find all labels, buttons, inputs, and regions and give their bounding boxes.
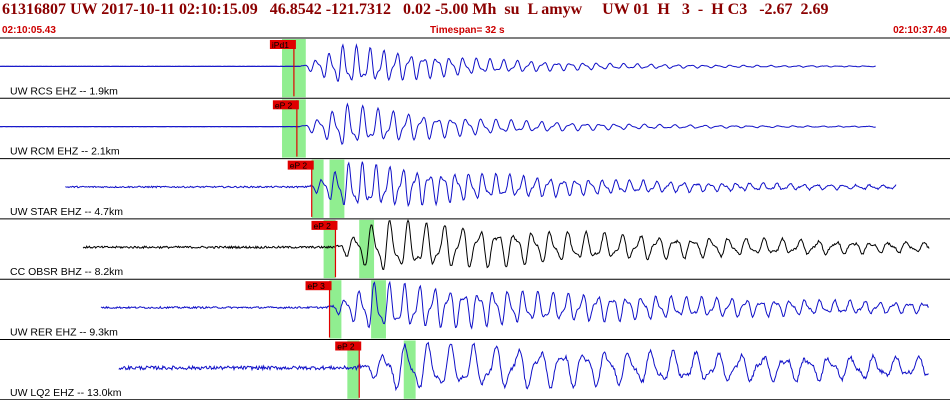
phase-pick-label: iPd1 xyxy=(272,40,289,50)
waveform xyxy=(0,102,876,146)
waveform xyxy=(0,43,876,82)
timespan-label: Timespan= 32 s xyxy=(430,25,505,36)
trace-panel[interactable]: eP 2 UW RCM EHZ -- 2.1km xyxy=(0,99,950,160)
analysis-window xyxy=(311,159,324,218)
trace-label: UW RER EHZ -- 9.3km xyxy=(10,327,118,339)
analysis-window xyxy=(371,280,386,339)
analysis-window xyxy=(329,159,345,218)
phase-pick-label: eP 2 xyxy=(290,161,308,171)
waveform xyxy=(82,218,930,270)
trace-label: UW RCS EHZ -- 1.9km xyxy=(10,85,118,97)
trace-label: UW STAR EHZ -- 4.7km xyxy=(10,206,123,218)
analysis-window xyxy=(329,280,342,339)
start-time: 02:10:05.43 xyxy=(2,25,56,36)
analysis-window xyxy=(347,340,360,399)
analysis-window xyxy=(323,219,336,279)
trace-panel[interactable]: eP 2 CC OBSR BHZ -- 8.2km xyxy=(0,218,950,280)
trace-panel[interactable]: eP 3 UW RER EHZ -- 9.3km xyxy=(0,280,950,340)
phase-pick-tag[interactable] xyxy=(335,341,362,351)
analysis-window xyxy=(359,219,375,279)
trace-panel[interactable]: iPd1 UW RCS EHZ -- 1.9km xyxy=(0,39,950,99)
phase-pick-label: eP 2 xyxy=(337,342,355,352)
waveform xyxy=(118,341,929,392)
event-info: 61316807 UW 2017-10-11 02:10:15.09 46.85… xyxy=(2,1,829,18)
phase-pick-tag[interactable] xyxy=(311,220,338,230)
phase-pick-tag[interactable] xyxy=(269,40,296,49)
trace-panel[interactable]: eP 2 UW LQ2 EHZ -- 13.0km xyxy=(0,340,950,400)
trace-label: CC OBSR BHZ -- 8.2km xyxy=(10,266,123,278)
phase-pick-tag[interactable] xyxy=(305,281,332,291)
end-time: 02:10:37.49 xyxy=(893,25,947,36)
phase-pick-label: eP 2 xyxy=(275,100,293,110)
phase-pick-tag[interactable] xyxy=(287,160,314,170)
trace-label: UW RCM EHZ -- 2.1km xyxy=(10,146,120,158)
analysis-window xyxy=(403,340,416,399)
analysis-window xyxy=(282,99,306,158)
trace-panel[interactable]: eP 2 UW STAR EHZ -- 4.7km xyxy=(0,159,950,220)
event-header: 61316807 UW 2017-10-11 02:10:15.09 46.85… xyxy=(0,0,950,26)
phase-pick-tag[interactable] xyxy=(272,100,299,110)
trace-label: UW LQ2 EHZ -- 13.0km xyxy=(10,387,122,399)
phase-pick-label: eP 2 xyxy=(313,221,331,231)
phase-pick-label: eP 3 xyxy=(308,281,326,291)
waveform xyxy=(65,161,897,208)
waveform xyxy=(100,280,929,330)
